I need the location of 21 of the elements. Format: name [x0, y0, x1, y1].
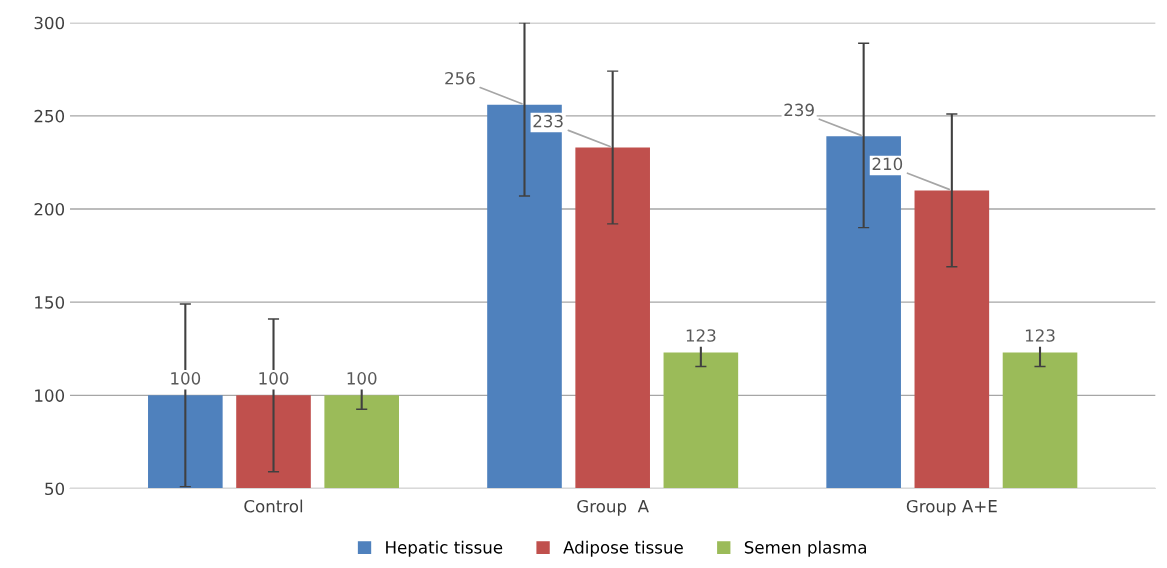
legend-label: Adipose tissue — [563, 540, 683, 557]
data-label: 233 — [533, 114, 563, 128]
legend-label: Hepatic tissue — [386, 540, 503, 557]
y-tick-label: 300 — [34, 16, 65, 30]
data-label: 123 — [1025, 329, 1055, 342]
x-tick-label: Control — [244, 499, 303, 513]
y-tick-label: 250 — [34, 109, 65, 123]
x-tick-label: Group A+E — [906, 499, 997, 516]
y-tick-label: 50 — [45, 482, 65, 496]
data-label: 256 — [445, 71, 475, 85]
y-tick-label: 100 — [35, 389, 65, 402]
data-label: 239 — [784, 103, 814, 117]
data-label: 100 — [171, 372, 201, 385]
data-label: 100 — [347, 372, 377, 385]
y-tick-label: 150 — [35, 296, 65, 309]
x-tick-label: Group A — [577, 499, 649, 516]
data-label: 100 — [259, 372, 289, 385]
legend-label: Semen plasma — [744, 540, 866, 557]
data-label: 210 — [872, 157, 903, 171]
y-tick-label: 200 — [34, 202, 65, 216]
data-label: 123 — [686, 329, 716, 342]
